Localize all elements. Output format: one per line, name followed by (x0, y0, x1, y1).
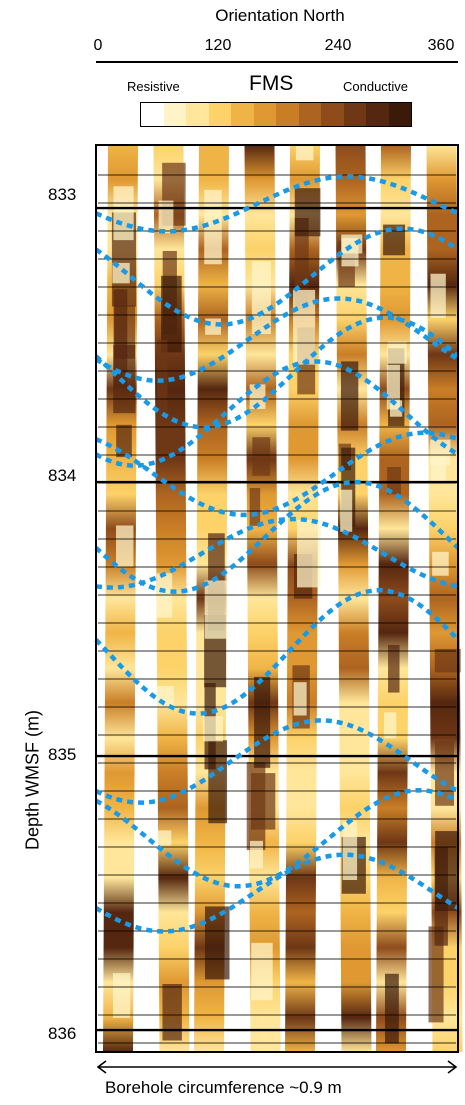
colorbar-swatch (321, 103, 344, 126)
legend-title: FMS (249, 72, 294, 95)
resistive-patch (113, 186, 134, 241)
resistive-patch (112, 262, 130, 284)
depth-tick-834: 834 (48, 466, 77, 485)
resistive-patch (430, 439, 451, 466)
colorbar-swatch (186, 103, 209, 126)
conductive-patch (294, 188, 321, 237)
orientation-tick-360: 360 (427, 37, 455, 54)
legend-conductive-label: Conductive (343, 79, 409, 94)
legend-resistive-label: Resistive (127, 79, 180, 94)
resistive-patch (432, 551, 449, 576)
orientation-tick-120: 120 (204, 37, 232, 54)
resistive-patch (249, 384, 266, 409)
resistive-patch (116, 525, 134, 567)
resistive-patch (384, 712, 397, 739)
depth-tick-835: 835 (48, 745, 77, 764)
orientation-tick-0: 0 (93, 37, 103, 54)
conductive-patch (249, 487, 261, 526)
conductive-patch (204, 906, 230, 980)
bedding-sinusoid (94, 359, 460, 468)
bedding-sinusoid (94, 588, 460, 716)
bedding-sinusoid (95, 430, 459, 518)
orientation-tick-240: 240 (324, 37, 352, 54)
resistive-patch (341, 234, 363, 254)
resistive-patch (293, 682, 307, 716)
colorbar-swatch (276, 103, 299, 126)
conductive-patch (387, 466, 401, 495)
bedding-sinusoid (95, 174, 459, 234)
conductive-patch (246, 762, 266, 851)
bedding-sinusoid (94, 718, 460, 805)
resistive-patch (386, 364, 400, 410)
resistive-patch (251, 942, 273, 1001)
pad-strip (376, 145, 411, 1052)
bedding-sinusoid (94, 479, 460, 594)
fms-colorbar (140, 102, 412, 127)
circumference-arrow (96, 1060, 458, 1074)
colorbar-swatch (231, 103, 254, 126)
depth-tick-833: 833 (48, 185, 77, 204)
conductive-patch (162, 984, 182, 1041)
resistive-patch (297, 519, 321, 588)
colorbar-swatch (163, 103, 186, 126)
resistive-patch (158, 200, 174, 234)
colorbar-swatch (388, 103, 411, 126)
resistive-patch (157, 830, 172, 846)
conductive-patch (252, 437, 271, 476)
resistive-patch (202, 716, 224, 742)
conductive-patch (383, 224, 406, 256)
depth-tick-836: 836 (48, 1024, 77, 1043)
resistive-patch (387, 341, 407, 364)
bedding-sinusoid (94, 315, 460, 430)
conductive-patch (156, 339, 168, 427)
circumference-label: Borehole circumference ~0.9 m (105, 1078, 342, 1097)
bedding-sinusoid (94, 852, 460, 934)
colorbar-swatch (343, 103, 366, 126)
conductive-patch (254, 676, 271, 768)
colorbar-swatch (141, 103, 164, 126)
conductive-patch (340, 361, 359, 431)
resistive-patch (342, 821, 358, 881)
bedding-sinusoid (94, 296, 460, 383)
resistive-patch (251, 261, 271, 335)
conductive-patch (113, 344, 136, 414)
colorbar-swatch (253, 103, 276, 126)
conductive-patch (384, 973, 399, 1044)
conductive-patch (388, 644, 400, 693)
resistive-patch (293, 289, 316, 365)
resistive-patch (249, 840, 264, 869)
pad-strip (426, 145, 463, 1052)
conductive-patch (434, 648, 461, 673)
colorbar-swatch (366, 103, 389, 126)
bedding-sinusoid (94, 226, 460, 327)
resistive-patch (157, 686, 174, 708)
resistive-patch (430, 273, 446, 319)
conductive-patch (161, 275, 182, 353)
orientation-axis-title: Orientation North (215, 6, 345, 25)
resistive-patch (204, 580, 228, 639)
colorbar-swatch (208, 103, 231, 126)
resistive-patch (295, 145, 314, 161)
resistive-patch (112, 973, 131, 1018)
image-frame (95, 144, 459, 1053)
orientation-axis-line (96, 61, 458, 63)
colorbar-swatch (298, 103, 321, 126)
conductive-patch (435, 831, 458, 912)
conductive-patch (428, 926, 444, 1023)
